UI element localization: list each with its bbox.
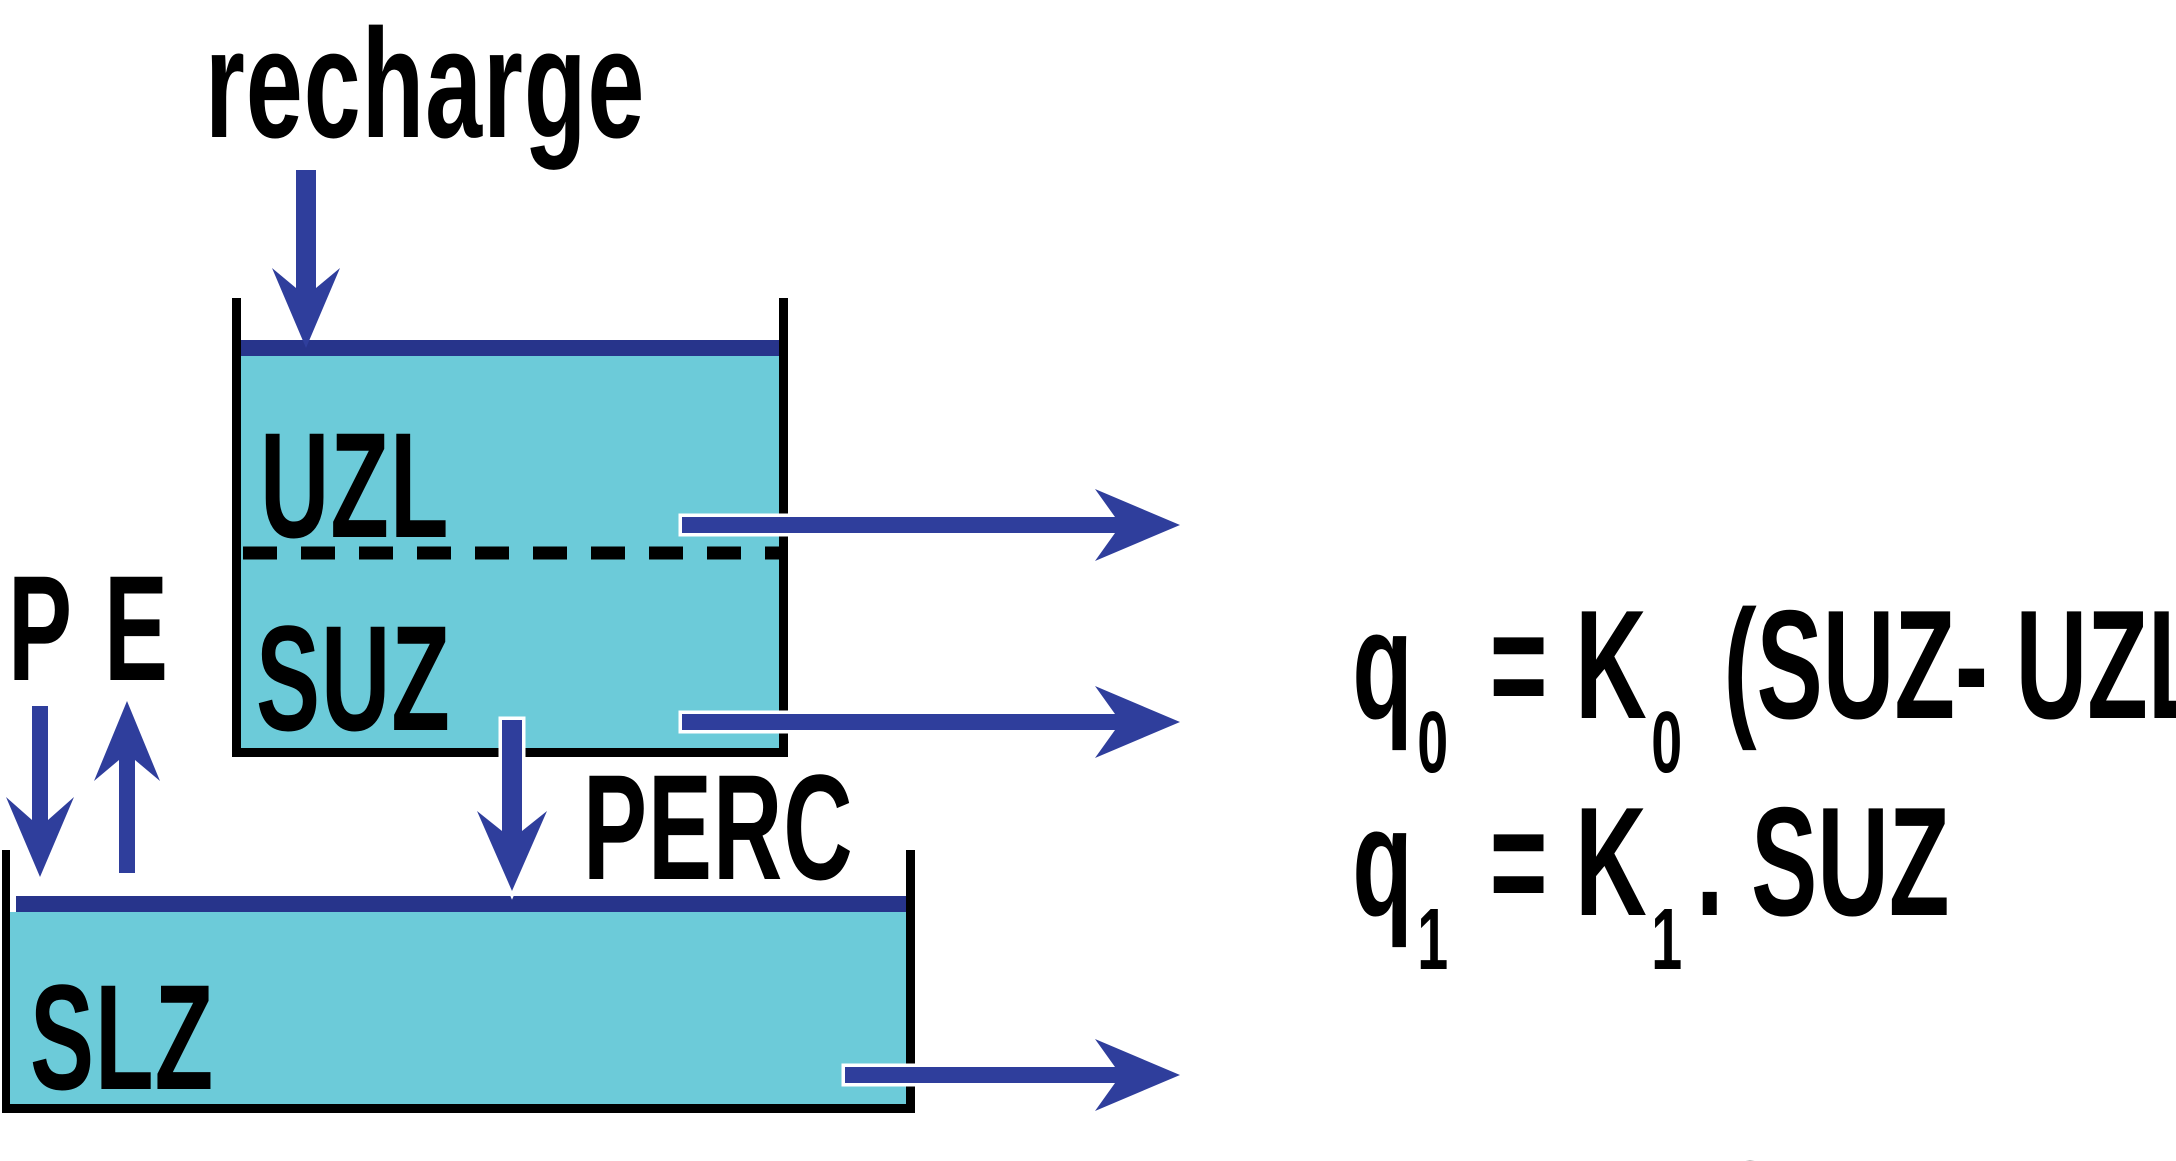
slz-label: SLZ — [30, 953, 215, 1121]
equation-q2: q2= K2. SLZ — [1263, 983, 1904, 1161]
equation-q1-rhs: . SUZ — [1695, 775, 1950, 948]
upper-tank-left-wall — [232, 298, 241, 757]
equation-q1-mid: = K — [1462, 775, 1647, 948]
equation-q1-sub2: 1 — [1651, 890, 1683, 988]
lower-water-surface-line — [16, 896, 910, 912]
lower-reservoir — [2, 850, 915, 1113]
equation-q1-base: q — [1352, 775, 1413, 948]
equation-q0-sub1: 0 — [1417, 693, 1449, 791]
uzl-label: UZL — [260, 401, 450, 569]
equation-q1-sub1: 1 — [1417, 890, 1449, 988]
equation-q1: q1 = K1. SUZ — [1242, 629, 1950, 1095]
suz-label: SUZ — [256, 594, 451, 762]
equation-q2-base: q — [1373, 1129, 1434, 1161]
recharge-label: recharge — [205, 0, 646, 170]
equation-q0-base: q — [1352, 578, 1413, 751]
equation-q0-rhs: (SUZ- UZL) — [1723, 578, 2176, 751]
e-label: E — [104, 544, 169, 712]
upper-water-surface-line — [236, 340, 784, 356]
lower-tank-right-wall — [906, 850, 915, 1113]
recharge-down-arrow-icon — [272, 170, 340, 348]
equation-q0: q0 = K0 (SUZ- UZL) — [1242, 432, 2176, 898]
equation-q0-mid: = K — [1462, 578, 1647, 751]
evaporation-up-arrow-icon — [94, 701, 160, 873]
lower-tank-left-wall — [2, 850, 10, 1113]
p-label: P — [8, 544, 73, 712]
lower-tank-fill — [10, 912, 906, 1104]
equation-q0-sub2: 0 — [1651, 693, 1683, 791]
precipitation-down-arrow-icon — [6, 706, 74, 877]
equation-q2-rhs: . SLZ — [1662, 1129, 1904, 1161]
perc-label: PERC — [583, 743, 854, 911]
perc-down-arrow-icon — [473, 716, 551, 900]
q2-right-arrow-icon — [841, 1030, 1189, 1120]
q0-right-arrow-icon — [678, 480, 1189, 570]
q1-right-arrow-icon — [678, 677, 1189, 767]
equation-q2-mid: = K — [1469, 1129, 1626, 1161]
lower-tank-bottom-wall — [2, 1104, 915, 1113]
